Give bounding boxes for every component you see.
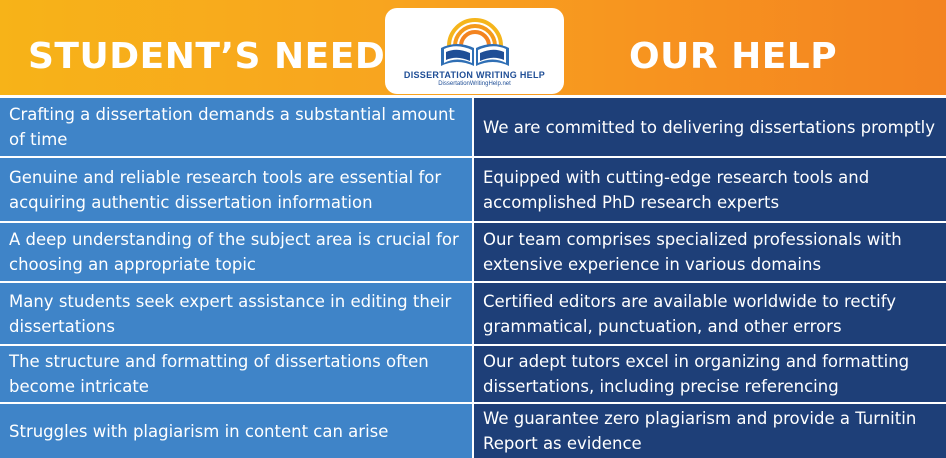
student-need-cell: Genuine and reliable research tools are …	[0, 158, 472, 221]
open-book-with-sun-icon	[441, 18, 509, 66]
table-row: Struggles with plagiarism in content can…	[0, 404, 946, 458]
table-row: A deep understanding of the subject area…	[0, 223, 946, 281]
table-row: Crafting a dissertation demands a substa…	[0, 98, 946, 156]
student-need-cell: Struggles with plagiarism in content can…	[0, 404, 472, 458]
table-row: The structure and formatting of disserta…	[0, 346, 946, 402]
student-need-cell: The structure and formatting of disserta…	[0, 346, 472, 402]
our-help-heading: OUR HELP	[629, 36, 838, 77]
our-help-cell: Equipped with cutting-edge research tool…	[474, 158, 946, 221]
logo-title: DISSERTATION WRITING HELP	[403, 70, 546, 80]
table-row: Genuine and reliable research tools are …	[0, 158, 946, 221]
our-help-cell: Certified editors are available worldwid…	[474, 283, 946, 344]
our-help-cell: We are committed to delivering dissertat…	[474, 98, 946, 156]
student-need-cell: Crafting a dissertation demands a substa…	[0, 98, 472, 156]
logo: DISSERTATION WRITING HELP DissertationWr…	[385, 8, 564, 94]
table-row: Many students seek expert assistance in …	[0, 283, 946, 344]
student-need-cell: A deep understanding of the subject area…	[0, 223, 472, 281]
our-help-cell: We guarantee zero plagiarism and provide…	[474, 404, 946, 458]
logo-url: DissertationWritingHelp.net	[438, 81, 511, 87]
our-help-cell: Our team comprises specialized professio…	[474, 223, 946, 281]
student-need-cell: Many students seek expert assistance in …	[0, 283, 472, 344]
students-need-heading: STUDENT’S NEED	[28, 36, 386, 77]
our-help-cell: Our adept tutors excel in organizing and…	[474, 346, 946, 402]
